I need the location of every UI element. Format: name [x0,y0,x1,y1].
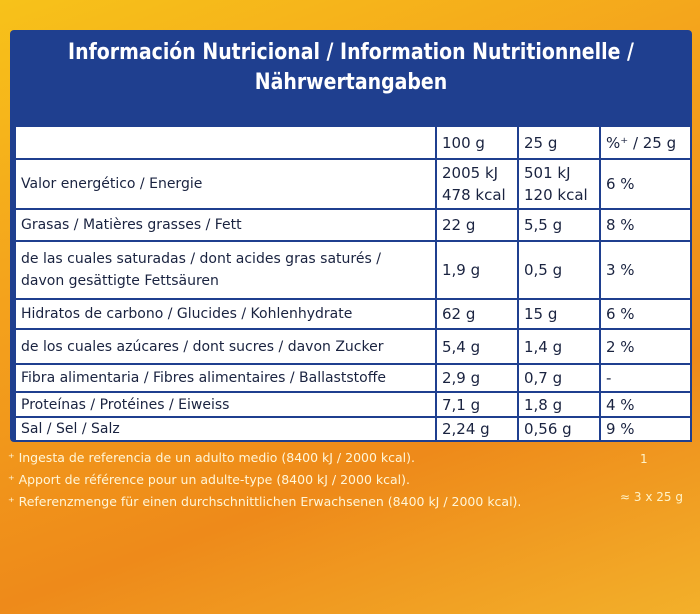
cell-line: 120 kcal [524,186,588,204]
nutrition-panel: Información Nutricional / Information Nu… [10,30,692,442]
value-cell: 3 % [599,240,692,300]
nutrient-label: Sal / Sel / Salz [14,416,437,442]
cell-line: 4 % [606,395,635,414]
value-cell: 5,5 g [517,208,601,242]
cell-line: 1,8 g [524,395,563,414]
nutrient-label: Fibra alimentaria / Fibres alimentaires … [14,363,437,393]
header-cell: %⁺ / 25 g [599,125,692,160]
cell-line: - [606,369,612,387]
cell-line: de los cuales azúcares / dont sucres / d… [21,338,384,355]
table-row: Proteínas / Protéines / Eiweiss 7,1 g 1,8 … [14,391,692,418]
nutrient-label: Hidratos de carbono / Glucides / Kohlenh… [14,298,437,330]
table-row: Sal / Sel / Salz 2,24 g 0,56 g 9 % [14,416,692,442]
cell-line: 0,5 g [524,261,563,279]
header-cell: 100 g [435,125,519,160]
cell-line: 3 % [606,261,635,279]
value-cell: 2 % [599,328,692,365]
value-cell: 1,8 g [517,391,601,418]
value-cell: 2,24 g [435,416,519,442]
cell-line: 5,5 g [524,216,563,234]
title-line: Información Nutricional / Information Nu… [68,40,634,65]
value-cell: 4 % [599,391,692,418]
table-row: Hidratos de carbono / Glucides / Kohlenh… [14,298,692,330]
cell-line: Hidratos de carbono / Glucides / Kohlenh… [21,306,353,322]
cell-line: 7,1 g [442,395,481,414]
header-row: 100 g 25 g %⁺ / 25 g [14,125,692,160]
cell-line: Fibra alimentaria / Fibres alimentaires … [21,370,386,386]
cell-line: 2,24 g [442,420,490,438]
cell-line: Proteínas / Protéines / Eiweiss [21,396,230,413]
side-portion: ≈ 3 x 25 g [620,490,683,504]
cell-line: 22 g [442,216,476,234]
value-cell: 6 % [599,298,692,330]
value-cell: - [599,363,692,393]
value-cell: 8 % [599,208,692,242]
value-cell: 62 g [435,298,519,330]
value-cell: 1,4 g [517,328,601,365]
cell-line: davon gesättigte Fettsäuren [21,273,219,289]
table-row: Grasas / Matières grasses / Fett 22 g 5,5 … [14,208,692,242]
value-cell: 5,4 g [435,328,519,365]
table-row: de las cuales saturadas / dont acides gr… [14,240,692,300]
cell-line: 9 % [606,420,635,438]
cell-line: 6 % [606,175,635,193]
cell-line: 2 % [606,337,635,356]
cell-line: 5,4 g [442,337,481,356]
cell-line: 8 % [606,216,635,234]
side-count: 1 [640,452,648,466]
value-cell: 501 kJ 120 kcal [517,158,601,210]
footnote: ⁺ Referenzmenge für einen durchschnittli… [8,494,522,509]
title: Información Nutricional / Information Nu… [58,38,645,98]
value-cell: 0,5 g [517,240,601,300]
nutrient-label: Grasas / Matières grasses / Fett [14,208,437,242]
value-cell: 1,9 g [435,240,519,300]
cell-line: 15 g [524,305,558,323]
footnote: ⁺ Ingesta de referencia de un adulto med… [8,450,416,465]
cell-line: Grasas / Matières grasses / Fett [21,217,242,233]
cell-line: Valor energético / Energie [21,176,203,192]
cell-line: Sal / Sel / Salz [21,421,120,437]
nutrition-table: 100 g 25 g %⁺ / 25 g Valor energético / Ene… [14,125,692,442]
nutrient-label: Proteínas / Protéines / Eiweiss [14,391,437,418]
table-row: Fibra alimentaria / Fibres alimentaires … [14,363,692,393]
cell-line: 0,56 g [524,420,572,438]
cell-line: 1,4 g [524,337,563,356]
header-cell [14,125,437,160]
title-line: Nährwertangaben [254,70,448,95]
footnote: ⁺ Apport de référence pour un adulte-typ… [8,472,410,487]
nutrient-label: de las cuales saturadas / dont acides gr… [14,240,437,300]
value-cell: 9 % [599,416,692,442]
cell-line: 0,7 g [524,369,563,387]
cell-line: de las cuales saturadas / dont acides gr… [21,251,381,267]
table-row: de los cuales azúcares / dont sucres / d… [14,328,692,365]
value-cell: 0,56 g [517,416,601,442]
table-row: Valor energético / Energie 2005 kJ 478 kca… [14,158,692,210]
cell-line: 478 kcal [442,186,506,204]
value-cell: 22 g [435,208,519,242]
header-cell: 25 g [517,125,601,160]
value-cell: 2005 kJ 478 kcal [435,158,519,210]
nutrient-label: Valor energético / Energie [14,158,437,210]
value-cell: 2,9 g [435,363,519,393]
cell-line: 2005 kJ [442,164,499,182]
cell-line: 6 % [606,305,635,323]
cell-line: 62 g [442,305,476,323]
value-cell: 0,7 g [517,363,601,393]
cell-line: 2,9 g [442,369,481,387]
footnotes: ⁺ Ingesta de referencia de un adulto med… [8,447,521,513]
value-cell: 7,1 g [435,391,519,418]
nutrient-label: de los cuales azúcares / dont sucres / d… [14,328,437,365]
cell-line: 501 kJ [524,164,571,182]
value-cell: 6 % [599,158,692,210]
value-cell: 15 g [517,298,601,330]
cell-line: 1,9 g [442,261,481,279]
